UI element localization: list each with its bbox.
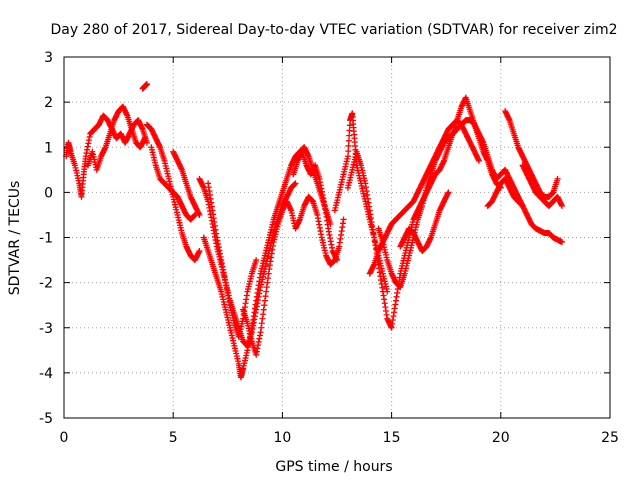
series-track-1 (63, 112, 150, 200)
y-tick-label: -5 (39, 411, 53, 427)
y-axis-label: SDTVAR / TECUs (7, 181, 23, 296)
data-point (196, 211, 203, 218)
y-tick-label: -4 (39, 366, 53, 382)
series-track-2 (85, 103, 148, 173)
x-tick-label: 20 (492, 430, 510, 446)
series-track-3 (139, 81, 150, 92)
y-tick-label: 1 (44, 140, 53, 156)
data-point (344, 153, 351, 160)
series-track-4 (143, 121, 203, 264)
data-point (292, 180, 299, 187)
data-point (345, 142, 352, 149)
data-point (558, 202, 565, 209)
data-point (345, 137, 352, 144)
series-track-9 (205, 180, 260, 340)
series-track-5 (148, 144, 199, 223)
y-tick-label: 0 (44, 185, 53, 201)
data-point (554, 175, 561, 182)
series-track-15 (366, 117, 482, 277)
x-tick-label: 5 (169, 430, 178, 446)
y-tick-label: -3 (39, 321, 53, 337)
x-tick-label: 10 (273, 430, 291, 446)
data-point (346, 132, 353, 139)
x-axis-label: GPS time / hours (275, 459, 392, 475)
series-track-19 (519, 162, 565, 209)
y-tick-label: -2 (39, 276, 53, 292)
y-tick-label: 2 (44, 95, 53, 111)
y-tick-label: 3 (44, 50, 53, 66)
grid (64, 57, 610, 418)
x-tick-label: 0 (60, 430, 69, 446)
x-tick-labels: 0 5 10 15 20 25 (60, 430, 619, 446)
data-point (345, 148, 352, 155)
x-tick-label: 25 (601, 430, 619, 446)
data-point (253, 257, 260, 264)
data-point (445, 189, 452, 196)
series-track-11 (290, 148, 340, 264)
series-track-12 (331, 110, 391, 295)
series-track-17 (484, 175, 565, 246)
data-point (346, 122, 353, 129)
data-point (196, 248, 203, 255)
data-point (143, 81, 150, 88)
data-point (141, 135, 148, 142)
y-tick-label: -1 (39, 231, 53, 247)
y-tick-labels: -5 -4 -3 -2 -1 0 1 2 3 (39, 50, 53, 427)
data-point (558, 239, 565, 246)
data-point (334, 257, 340, 264)
series-track-18 (502, 108, 561, 200)
plot-frame (63, 56, 611, 419)
data-point (340, 216, 347, 223)
x-tick-label: 15 (383, 430, 401, 446)
series-track-6 (170, 148, 203, 218)
data-points (63, 81, 565, 381)
series-track-16 (397, 189, 452, 255)
chart-title: Day 280 of 2017, Sidereal Day-to-day VTE… (51, 22, 618, 38)
data-point (475, 157, 482, 164)
